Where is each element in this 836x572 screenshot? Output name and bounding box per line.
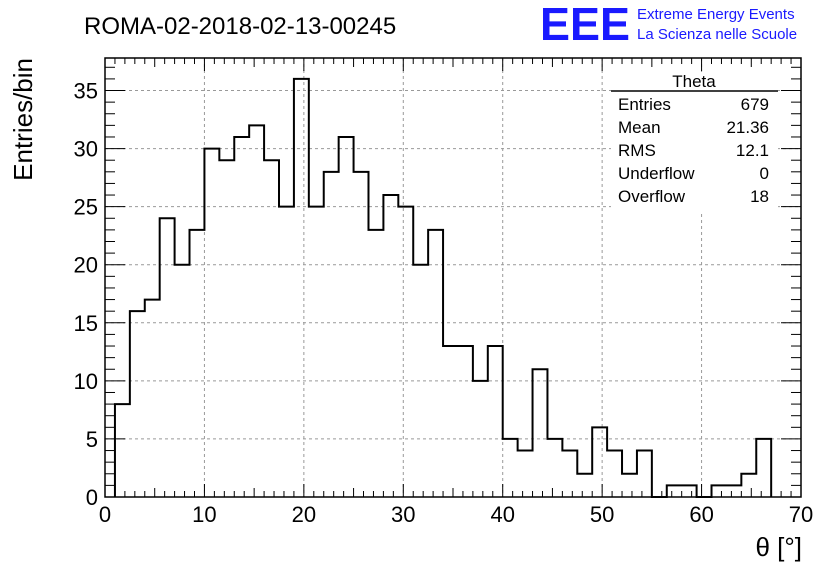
grid-lines: [105, 58, 801, 497]
stats-value-overflow: 18: [750, 187, 769, 206]
eee-logo-icon: EEE: [540, 0, 630, 50]
y-tick-labels: 0 5 10 15 20 25 30 35: [74, 79, 98, 510]
histogram-bin-22: [443, 346, 458, 497]
histogram-bin-25: [488, 346, 503, 497]
stats-label-mean: Mean: [618, 118, 661, 137]
histogram-bin-31: [577, 474, 592, 497]
logo-line-2: La Scienza nelle Scuole: [637, 26, 797, 43]
histogram-bin-28: [533, 369, 548, 497]
histogram-bin-6: [204, 149, 219, 497]
stats-value-underflow: 0: [760, 164, 769, 183]
y-tick-label-6: 30: [74, 137, 98, 162]
x-tick-label-4: 40: [490, 502, 514, 527]
histogram-bin-40: [712, 485, 727, 497]
histogram-bin-29: [547, 439, 562, 497]
histogram-bin-3: [160, 218, 175, 497]
stats-label-overflow: Overflow: [618, 187, 686, 206]
histogram-outline: [113, 77, 773, 498]
x-tick-label-6: 60: [689, 502, 713, 527]
axis-ticks: [104, 58, 802, 498]
y-tick-label-4: 20: [74, 253, 98, 278]
histogram-bin-15: [339, 137, 354, 497]
x-tick-label-5: 50: [590, 502, 614, 527]
stats-label-underflow: Underflow: [618, 164, 695, 183]
y-tick-label-1: 5: [86, 427, 98, 452]
stats-value-entries: 679: [741, 95, 769, 114]
histogram-bin-13: [309, 207, 324, 497]
run-title: ROMA-02-2018-02-13-00245: [84, 13, 396, 40]
x-tick-labels: 0 10 20 30 40 50 60 70: [99, 502, 813, 527]
y-tick-label-3: 15: [74, 311, 98, 336]
histogram-bin-19: [398, 207, 413, 497]
histogram-bin-34: [622, 474, 637, 497]
y-tick-label-5: 25: [74, 195, 98, 220]
histogram-bin-0: [115, 404, 130, 497]
histogram-bin-41: [726, 485, 741, 497]
stats-label-rms: RMS: [618, 141, 656, 160]
histogram-bin-11: [279, 207, 294, 497]
histogram-bin-2: [145, 300, 160, 497]
histogram-bin-4: [175, 265, 190, 497]
histogram-bin-21: [428, 230, 443, 497]
x-tick-label-7: 70: [789, 502, 813, 527]
x-tick-label-2: 20: [292, 502, 316, 527]
histogram-bin-27: [518, 451, 533, 497]
histogram-bin-9: [249, 125, 264, 497]
histogram-bin-42: [741, 474, 756, 497]
y-axis-title: Entries/bin: [8, 58, 38, 181]
stats-label-entries: Entries: [618, 95, 671, 114]
histogram-bin-18: [383, 195, 398, 497]
histogram-bin-5: [190, 230, 205, 497]
histogram-bin-32: [592, 427, 607, 497]
histogram-bin-1: [130, 311, 145, 497]
histogram-bin-37: [667, 485, 682, 497]
histogram-bin-26: [503, 439, 518, 497]
y-tick-label-0: 0: [86, 485, 98, 510]
histogram-bin-23: [458, 346, 473, 497]
logo-line-1: Extreme Energy Events: [637, 6, 795, 23]
histogram-bin-8: [234, 137, 249, 497]
histogram-bin-30: [562, 451, 577, 497]
histogram-bin-38: [682, 485, 697, 497]
histogram-bin-14: [324, 172, 339, 497]
stats-title: Theta: [672, 72, 716, 91]
stats-value-mean: 21.36: [726, 118, 769, 137]
histogram-bin-12: [294, 79, 309, 497]
x-axis-title: θ [°]: [755, 532, 802, 562]
y-tick-label-7: 35: [74, 79, 98, 104]
histogram-bin-10: [264, 160, 279, 497]
histogram-bin-16: [354, 172, 369, 497]
y-tick-label-2: 10: [74, 369, 98, 394]
histogram-bin-33: [607, 451, 622, 497]
x-tick-label-3: 30: [391, 502, 415, 527]
histogram-bin-17: [368, 230, 383, 497]
histogram-bin-35: [637, 451, 652, 497]
histogram-bin-7: [219, 160, 234, 497]
x-tick-label-1: 10: [192, 502, 216, 527]
stats-box: Theta Entries 679 Mean 21.36 RMS 12.1 Underflo…: [611, 72, 778, 212]
x-tick-label-0: 0: [99, 502, 111, 527]
stats-value-rms: 12.1: [736, 141, 769, 160]
histogram-bin-43: [756, 439, 771, 497]
